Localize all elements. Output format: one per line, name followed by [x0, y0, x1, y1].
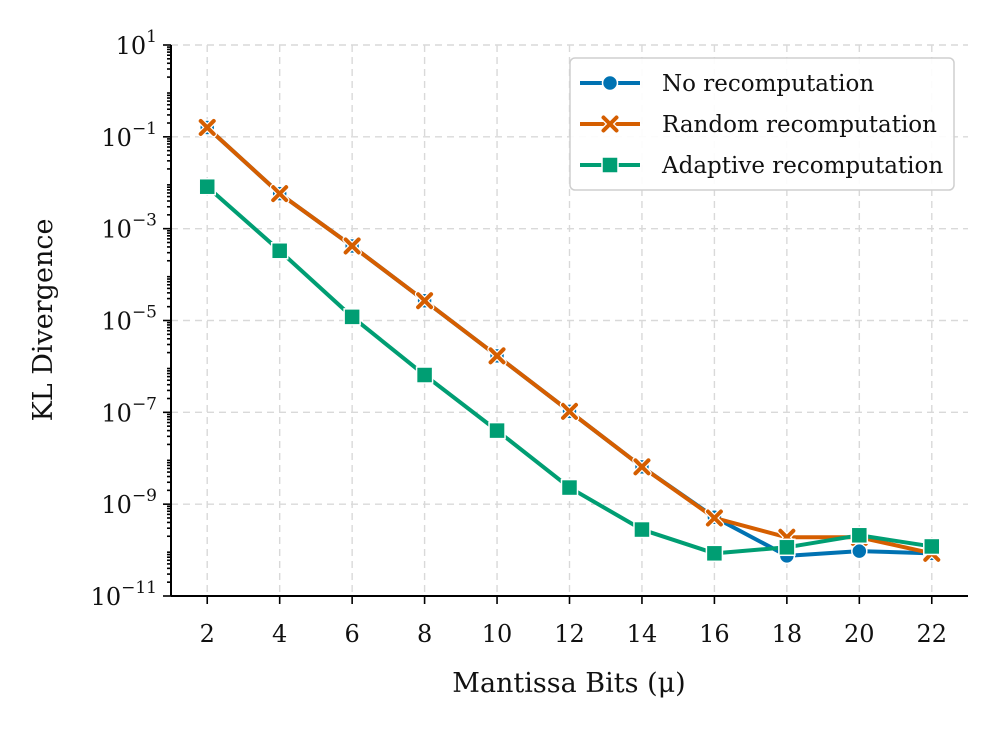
x-tick-label: 2 [200, 620, 215, 648]
y-tick-label: 10−11 [91, 578, 157, 611]
data-point [197, 117, 217, 138]
legend-label: No recomputation [662, 71, 874, 97]
axes: 2 4 6 8 10 12 14 16 18 20 22 10−11 10−9 10−7 10−5 10−3 1… [91, 27, 968, 648]
data-point [198, 177, 216, 196]
data-point [633, 520, 651, 539]
data-point [342, 236, 362, 256]
legend-label: Random recomputation [662, 112, 937, 138]
legend-marker [601, 156, 619, 174]
x-tick-label: 10 [482, 620, 513, 648]
legend-label: Adaptive recomputation [661, 153, 943, 179]
x-tick-label: 4 [272, 620, 287, 648]
legend-entry: Adaptive recomputation [580, 153, 943, 179]
data-point [343, 308, 361, 326]
y-tick-label: 10−3 [101, 211, 157, 244]
y-tick-label: 101 [116, 27, 157, 60]
x-tick-label: 12 [554, 620, 585, 648]
legend: No recomputation Random recomputation Adap… [569, 57, 955, 191]
x-axis-label: Mantissa Bits (μ) [452, 668, 685, 699]
data-point [559, 401, 580, 422]
data-point [560, 478, 579, 497]
x-tick-label: 8 [417, 620, 432, 648]
x-tick-label: 22 [916, 620, 947, 648]
legend-box [569, 57, 955, 191]
data-point [269, 183, 290, 204]
data-point [487, 346, 507, 366]
data-point [704, 508, 725, 528]
legend-marker [601, 74, 619, 92]
x-tick-label: 20 [844, 620, 875, 648]
legend-entry: No recomputation [580, 71, 874, 97]
data-point [923, 537, 941, 556]
x-tick-label: 16 [699, 620, 730, 648]
x-tick-label: 6 [344, 620, 359, 648]
x-tick-label: 18 [772, 620, 803, 648]
legend-entry: Random recomputation [580, 112, 937, 138]
data-point [414, 290, 435, 311]
data-point [632, 457, 652, 477]
y-tick-label: 10−1 [101, 119, 157, 152]
data-point [778, 538, 796, 557]
series-random-recomputation [197, 117, 942, 564]
x-tick-label: 14 [627, 620, 658, 648]
series-adaptive-recomputation [198, 177, 941, 563]
data-point [270, 242, 289, 260]
data-point [415, 366, 434, 384]
y-tick-label: 10−5 [101, 303, 157, 336]
data-point [705, 544, 724, 563]
y-tick-label: 10−9 [101, 486, 157, 519]
data-point [488, 421, 506, 440]
legend-marker [600, 114, 620, 134]
y-axis-label: KL Divergence [28, 219, 59, 422]
series-group [197, 117, 942, 565]
y-tick-label: 10−7 [101, 394, 157, 427]
data-point [850, 526, 869, 545]
